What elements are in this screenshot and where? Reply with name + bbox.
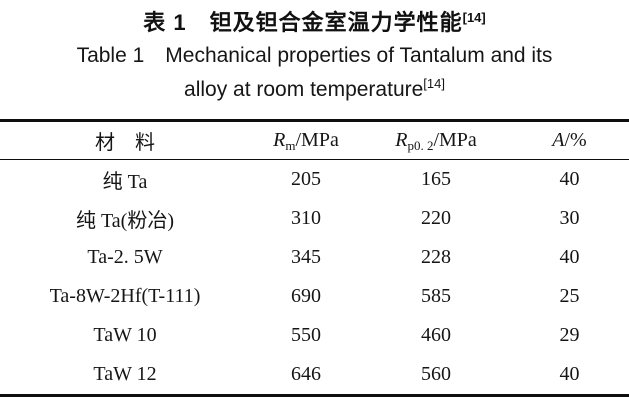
col-header-elongation-unit: /% [564, 129, 587, 151]
cell-material: Ta-8W-2Hf(T-111) [49, 285, 201, 307]
col-header-rm-subscript: m [285, 138, 296, 153]
cell-elongation: 30 [559, 207, 580, 229]
cell-elongation: 40 [559, 168, 580, 190]
cell-rm: 205 [291, 168, 321, 190]
col-header-rp02: Rp0. 2/MPa [362, 120, 510, 160]
cell-rm: 550 [291, 324, 321, 346]
citation-ref-en: [14] [423, 76, 445, 91]
cell-rm: 646 [291, 363, 321, 385]
table-title-en-line1-text: Table 1 Mechanical properties of Tantalu… [76, 44, 553, 67]
cell-elongation: 29 [559, 324, 580, 346]
col-header-rp02-unit: /MPa [433, 129, 477, 151]
col-header-elongation-symbol: A [552, 129, 565, 151]
table-caption: 表 1 钽及钽合金室温力学性能[14] Table 1 Mechanical p… [0, 0, 629, 107]
col-header-rm: Rm/MPa [250, 120, 362, 160]
cell-rp02: 560 [421, 363, 451, 385]
cell-material: 纯 Ta [102, 171, 148, 193]
citation-ref-zh: [14] [462, 10, 486, 25]
table-row: 纯 Ta(粉冶) 310 220 30 [0, 199, 629, 238]
col-header-rp02-subscript: p0. 2 [407, 138, 434, 153]
table-title-zh-text: 表 1 钽及钽合金室温力学性能 [143, 10, 463, 35]
col-header-rm-symbol: R [273, 129, 286, 151]
table-title-en-line2-text: alloy at room temperature [184, 78, 424, 101]
cell-rm: 345 [291, 246, 321, 268]
table-title-zh: 表 1 钽及钽合金室温力学性能[14] [0, 7, 629, 39]
cell-rm: 690 [291, 285, 321, 307]
cell-elongation: 40 [559, 246, 580, 268]
table-title-en-line1: Table 1 Mechanical properties of Tantalu… [0, 39, 629, 73]
cell-rm: 310 [291, 207, 321, 229]
table-row: TaW 12 646 560 40 [0, 355, 629, 396]
table-row: Ta-8W-2Hf(T-111) 690 585 25 [0, 277, 629, 316]
header-row: 材 料 Rm/MPa Rp0. 2/MPa A/% [0, 120, 629, 160]
cell-elongation: 25 [559, 285, 580, 307]
table-title-en-line2: alloy at room temperature[14] [0, 73, 629, 107]
mechanical-properties-table: 材 料 Rm/MPa Rp0. 2/MPa A/% 纯 Ta 205 165 4… [0, 119, 629, 397]
table-title-en: Table 1 Mechanical properties of Tantalu… [0, 39, 629, 107]
cell-elongation: 40 [559, 363, 580, 385]
cell-rp02: 228 [421, 246, 451, 268]
cell-material: Ta-2. 5W [87, 246, 163, 268]
col-header-material: 材 料 [0, 120, 250, 160]
cell-material: TaW 10 [93, 324, 157, 346]
col-header-elongation: A/% [510, 120, 629, 160]
col-header-rm-unit: /MPa [295, 129, 339, 151]
col-header-rp02-symbol: R [395, 129, 408, 151]
cell-rp02: 220 [421, 207, 451, 229]
table-row: TaW 10 550 460 29 [0, 316, 629, 355]
table-body: 纯 Ta 205 165 40 纯 Ta(粉冶) 310 220 30 Ta-2… [0, 160, 629, 396]
cell-rp02: 585 [421, 285, 451, 307]
table-row: Ta-2. 5W 345 228 40 [0, 238, 629, 277]
cell-rp02: 165 [421, 168, 451, 190]
table-header: 材 料 Rm/MPa Rp0. 2/MPa A/% [0, 120, 629, 160]
cell-rp02: 460 [421, 324, 451, 346]
table-row: 纯 Ta 205 165 40 [0, 160, 629, 200]
col-header-material-label: 材 料 [95, 132, 155, 154]
cell-material: TaW 12 [93, 363, 157, 385]
cell-material: 纯 Ta(粉冶) [75, 210, 175, 232]
